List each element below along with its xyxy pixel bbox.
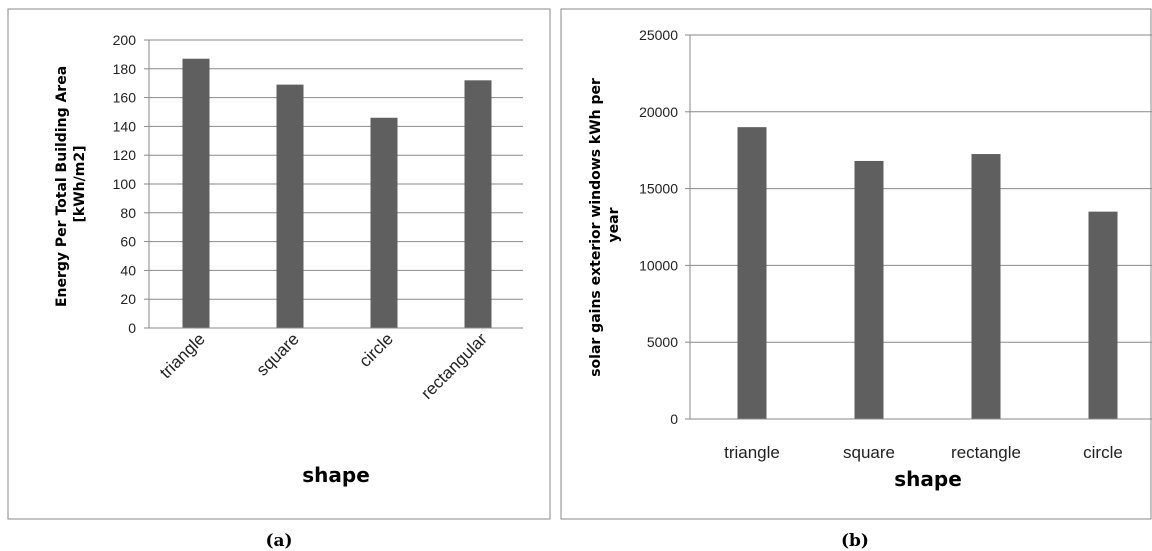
chart-a-bar-triangle bbox=[183, 59, 210, 328]
chart-b: 0 5000 10000 15000 20000 25000 triangle square… bbox=[561, 9, 1152, 551]
chart-b-bar-triangle bbox=[738, 127, 767, 419]
chart-a-bar-circle bbox=[371, 118, 398, 328]
chart-b-y-axis-title-line2: year bbox=[606, 207, 622, 242]
chart-b-y-axis-title-line1: solar gains exterior windows kWh per bbox=[588, 78, 604, 377]
chart-a-y-tick-label: 80 bbox=[120, 205, 136, 221]
chart-a-caption: (a) bbox=[265, 531, 292, 551]
chart-a-y-tick-label: 100 bbox=[113, 176, 137, 192]
chart-a-x-axis-title: shape bbox=[302, 463, 370, 487]
chart-b-x-tick-label: circle bbox=[1083, 443, 1123, 462]
chart-a-y-tick-label: 200 bbox=[113, 32, 137, 48]
chart-a-x-tick-label: square bbox=[253, 329, 303, 379]
chart-b-y-tick-label: 15000 bbox=[639, 181, 678, 197]
chart-b-y-tick-label: 5000 bbox=[647, 334, 678, 350]
chart-b-x-tick-label: square bbox=[843, 443, 895, 462]
chart-a-bar-square bbox=[277, 85, 304, 328]
chart-b-bar-square bbox=[855, 161, 884, 419]
chart-a-y-tick-label: 140 bbox=[113, 118, 137, 134]
chart-a: 0 20 40 60 80 100 120 140 160 180 200 triangle squa… bbox=[8, 9, 550, 551]
chart-a-y-tick-label: 60 bbox=[120, 234, 136, 250]
chart-b-y-axis-title: solar gains exterior windows kWh per yea… bbox=[588, 73, 622, 377]
chart-a-y-tick-label: 20 bbox=[120, 291, 136, 307]
chart-a-y-tick-label: 160 bbox=[113, 90, 137, 106]
chart-a-x-tick-label: circle bbox=[355, 329, 396, 370]
chart-a-y-axis-title-line2: [kWh/m2] bbox=[72, 146, 88, 223]
chart-a-y-axis-title: Energy Per Total Building Area [kWh/m2] bbox=[54, 61, 88, 307]
chart-b-y-tick-label: 25000 bbox=[639, 27, 678, 43]
chart-b-y-tick-label: 0 bbox=[670, 411, 678, 427]
chart-b-x-tick-label: rectangle bbox=[951, 443, 1021, 462]
chart-a-x-tick-label: rectangular bbox=[417, 329, 491, 403]
chart-a-y-tick-label: 40 bbox=[120, 262, 136, 278]
chart-a-y-tick-label: 120 bbox=[113, 147, 137, 163]
chart-a-y-tick-label: 0 bbox=[128, 320, 136, 336]
chart-b-bar-circle bbox=[1089, 212, 1118, 419]
chart-b-caption: (b) bbox=[841, 531, 869, 551]
chart-a-y-axis-title-line1: Energy Per Total Building Area bbox=[54, 66, 70, 307]
chart-b-y-tick-label: 20000 bbox=[639, 104, 678, 120]
chart-b-y-tick-label: 10000 bbox=[639, 257, 678, 273]
chart-b-x-tick-label: triangle bbox=[724, 443, 780, 462]
chart-b-bar-rectangle bbox=[972, 154, 1001, 419]
chart-a-bar-rectangular bbox=[465, 80, 492, 328]
chart-a-x-tick-label: triangle bbox=[156, 329, 209, 382]
chart-b-x-axis-title: shape bbox=[894, 467, 962, 491]
chart-a-y-tick-label: 180 bbox=[113, 61, 137, 77]
